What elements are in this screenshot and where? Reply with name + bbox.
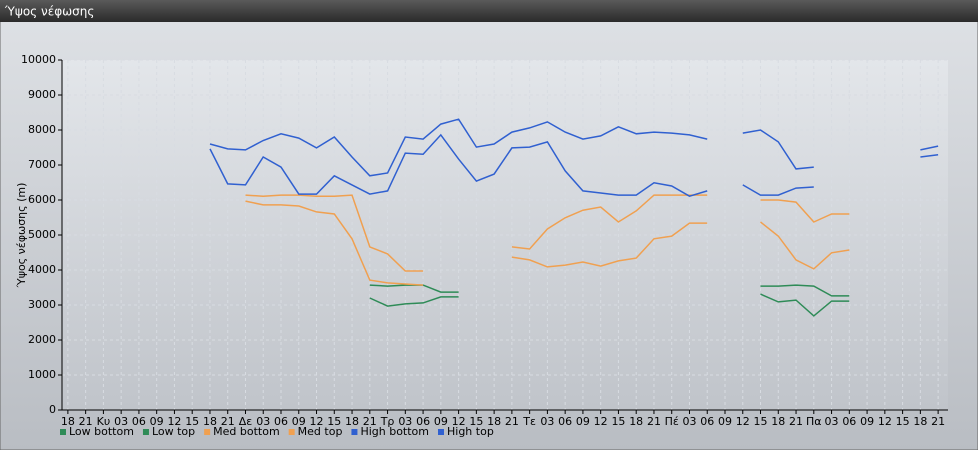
x-tick-label: 18 <box>203 415 217 428</box>
x-tick-label: Πα <box>806 415 822 428</box>
x-tick-label: 18 <box>629 415 643 428</box>
x-tick-label: 06 <box>132 415 146 428</box>
y-tick-label: 5000 <box>28 228 56 241</box>
x-tick-label: 18 <box>771 415 785 428</box>
x-tick-label: 03 <box>682 415 696 428</box>
legend-swatch <box>438 429 444 435</box>
x-tick-label: 18 <box>61 415 75 428</box>
y-tick-label: 9000 <box>28 88 56 101</box>
series-line <box>369 293 850 317</box>
x-tick-label: 09 <box>718 415 732 428</box>
x-tick-label: Δε <box>239 415 253 428</box>
x-tick-label: Τρ <box>380 415 395 428</box>
x-tick-label: 06 <box>842 415 856 428</box>
x-tick-label: 18 <box>487 415 501 428</box>
legend-swatch <box>60 429 66 435</box>
legend-label: High top <box>447 425 494 438</box>
x-tick-label: 03 <box>540 415 554 428</box>
x-tick-label: 03 <box>398 415 412 428</box>
legend-label: Med top <box>298 425 343 438</box>
y-tick-label: 3000 <box>28 298 56 311</box>
x-tick-label: 12 <box>594 415 608 428</box>
x-tick-label: 21 <box>363 415 377 428</box>
x-tick-label: 21 <box>79 415 93 428</box>
x-tick-label: 21 <box>789 415 803 428</box>
x-tick-label: 03 <box>825 415 839 428</box>
y-tick-label: 10000 <box>21 53 56 66</box>
legend-label: Low top <box>152 425 195 438</box>
legend-label: Med bottom <box>213 425 280 438</box>
series-line <box>245 194 850 272</box>
y-tick-label: 4000 <box>28 263 56 276</box>
y-axis-label: Ύψος νέφωσης (m) <box>15 183 28 289</box>
x-tick-label: 09 <box>434 415 448 428</box>
legend-swatch <box>142 429 149 435</box>
x-tick-label: 03 <box>114 415 128 428</box>
x-tick-label: Πέ <box>665 415 679 428</box>
x-tick-label: 15 <box>896 415 910 428</box>
series-line <box>209 133 939 198</box>
x-tick-label: 06 <box>274 415 288 428</box>
x-tick-label: 18 <box>345 415 359 428</box>
y-tick-label: 0 <box>49 403 56 416</box>
legend-label: High bottom <box>360 425 429 438</box>
x-tick-label: 06 <box>416 415 430 428</box>
x-tick-label: 15 <box>327 415 341 428</box>
y-tick-label: 2000 <box>28 333 56 346</box>
series-line <box>209 118 939 177</box>
x-tick-label: 15 <box>754 415 768 428</box>
legend-label: Low bottom <box>69 425 134 438</box>
x-tick-label: 21 <box>505 415 519 428</box>
y-tick-label: 6000 <box>28 193 56 206</box>
x-tick-label: 21 <box>647 415 661 428</box>
panel-title: Ύψος νέφωσης <box>4 5 94 19</box>
x-tick-label: 09 <box>292 415 306 428</box>
x-tick-label: 12 <box>167 415 181 428</box>
x-tick-label: 15 <box>611 415 625 428</box>
x-tick-label: 09 <box>576 415 590 428</box>
x-tick-label: 12 <box>878 415 892 428</box>
x-tick-label: 21 <box>221 415 235 428</box>
y-tick-label: 1000 <box>28 368 56 381</box>
x-tick-label: 12 <box>736 415 750 428</box>
title-bar <box>0 0 978 22</box>
x-tick-label: 09 <box>860 415 874 428</box>
x-tick-label: Τε <box>522 415 536 428</box>
legend-swatch <box>204 429 211 435</box>
x-tick-label: 12 <box>452 415 466 428</box>
legend-swatch <box>288 429 295 435</box>
x-tick-label: 09 <box>150 415 164 428</box>
x-tick-label: 06 <box>700 415 714 428</box>
series-line <box>245 200 850 286</box>
x-tick-label: 03 <box>256 415 270 428</box>
x-tick-label: 21 <box>931 415 945 428</box>
x-tick-label: Κυ <box>97 415 111 428</box>
x-tick-label: 15 <box>469 415 483 428</box>
x-tick-label: 18 <box>913 415 927 428</box>
x-tick-label: 06 <box>558 415 572 428</box>
x-tick-label: 12 <box>310 415 324 428</box>
x-tick-label: 15 <box>185 415 199 428</box>
y-tick-label: 8000 <box>28 123 56 136</box>
legend-swatch <box>351 429 358 435</box>
y-tick-label: 7000 <box>28 158 56 171</box>
